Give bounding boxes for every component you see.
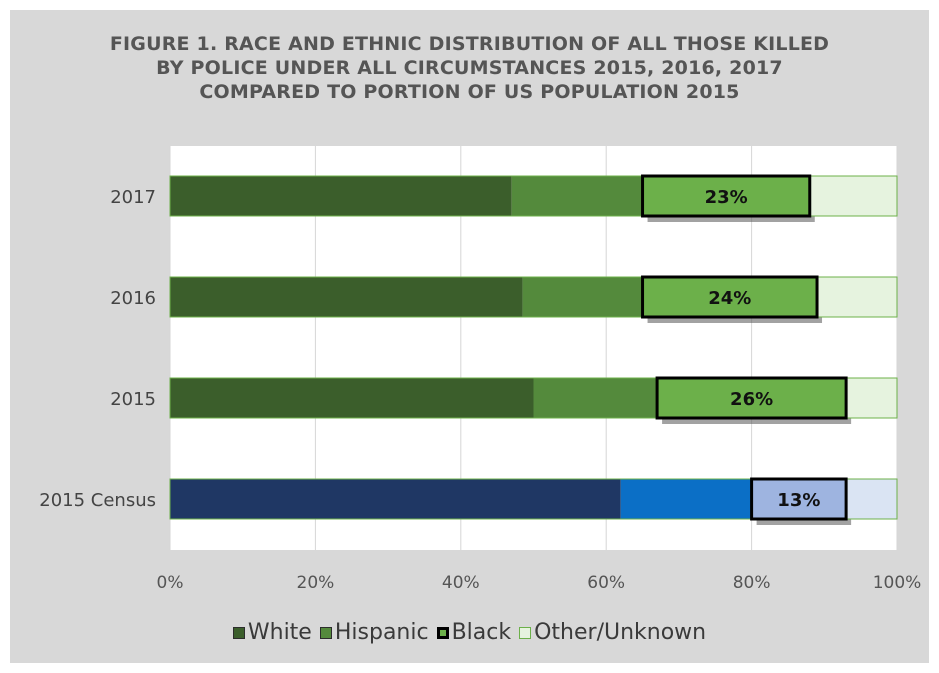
- chart-title: FIGURE 1. RACE AND ETHNIC DISTRIBUTION O…: [10, 32, 929, 104]
- bar-segment-white: [170, 176, 512, 216]
- bar-outline: [169, 377, 898, 419]
- legend-item-other: Other/Unknown: [519, 620, 706, 645]
- category-label: 2016: [110, 288, 156, 309]
- bar-segment-hispanic: [533, 378, 658, 418]
- bar-segment-other: [846, 479, 897, 519]
- bar-outline: [169, 175, 898, 217]
- bar-outline-black: [750, 477, 848, 521]
- bar-segment-other: [817, 277, 897, 317]
- bar-segment-black: [642, 277, 818, 317]
- x-tick-label: 20%: [297, 573, 335, 593]
- legend-item-white: White: [232, 620, 312, 645]
- bar-segment-black: [642, 176, 810, 216]
- bar-segment-hispanic: [620, 479, 752, 519]
- x-tick-label: 80%: [733, 573, 771, 593]
- legend-swatch-hispanic: [319, 626, 332, 639]
- bar-segment-white: [170, 277, 523, 317]
- bar-segment-other: [809, 176, 897, 216]
- category-label: 2017: [110, 187, 156, 208]
- legend-item-black: Black: [436, 620, 512, 645]
- x-tick-label: 40%: [442, 573, 480, 593]
- legend-label-hispanic: Hispanic: [334, 620, 429, 645]
- stacked-bar-chart: 0% 20% 40% 60% 80% 100% 2017 23% 2016 24% 2015 26% 2…: [39, 146, 922, 593]
- bar-segment-other: [846, 378, 897, 418]
- x-tick-label: 0%: [157, 573, 184, 593]
- data-label: 26%: [730, 389, 773, 410]
- legend-item-hispanic: Hispanic: [319, 620, 429, 645]
- legend-swatch-other: [519, 626, 532, 639]
- data-label: 13%: [777, 490, 820, 511]
- legend-label-black: Black: [451, 620, 512, 645]
- bar-segment-white: [170, 479, 621, 519]
- title-line-2: BY POLICE UNDER ALL CIRCUMSTANCES 2015, …: [156, 57, 783, 79]
- legend: White Hispanic Black Other/Unknown: [10, 620, 929, 645]
- bar-outline: [169, 478, 898, 520]
- category-label: 2015 Census: [39, 490, 156, 511]
- chart-panel: FIGURE 1. RACE AND ETHNIC DISTRIBUTION O…: [10, 10, 929, 663]
- title-line-1: FIGURE 1. RACE AND ETHNIC DISTRIBUTION O…: [109, 33, 830, 55]
- bar-segment-white: [170, 378, 534, 418]
- x-tick-label: 100%: [873, 573, 922, 593]
- data-label: 24%: [708, 288, 751, 309]
- bar-outline-black: [641, 174, 812, 218]
- legend-label-other: Other/Unknown: [534, 620, 707, 645]
- bar-outline-black: [655, 376, 848, 420]
- bar-outline: [169, 276, 898, 318]
- bar-outline-black: [641, 275, 819, 319]
- bar-segment-hispanic: [511, 176, 643, 216]
- bar-segment-black: [657, 378, 847, 418]
- x-tick-label: 60%: [587, 573, 625, 593]
- data-label: 23%: [705, 187, 748, 208]
- category-label: 2015: [110, 389, 156, 410]
- legend-label-white: White: [247, 620, 312, 645]
- title-line-3: COMPARED TO PORTION OF US POPULATION 201…: [199, 81, 740, 103]
- legend-swatch-white: [232, 626, 245, 639]
- bar-segment-hispanic: [522, 277, 643, 317]
- bar-segment-black: [751, 479, 847, 519]
- legend-swatch-black: [436, 626, 449, 639]
